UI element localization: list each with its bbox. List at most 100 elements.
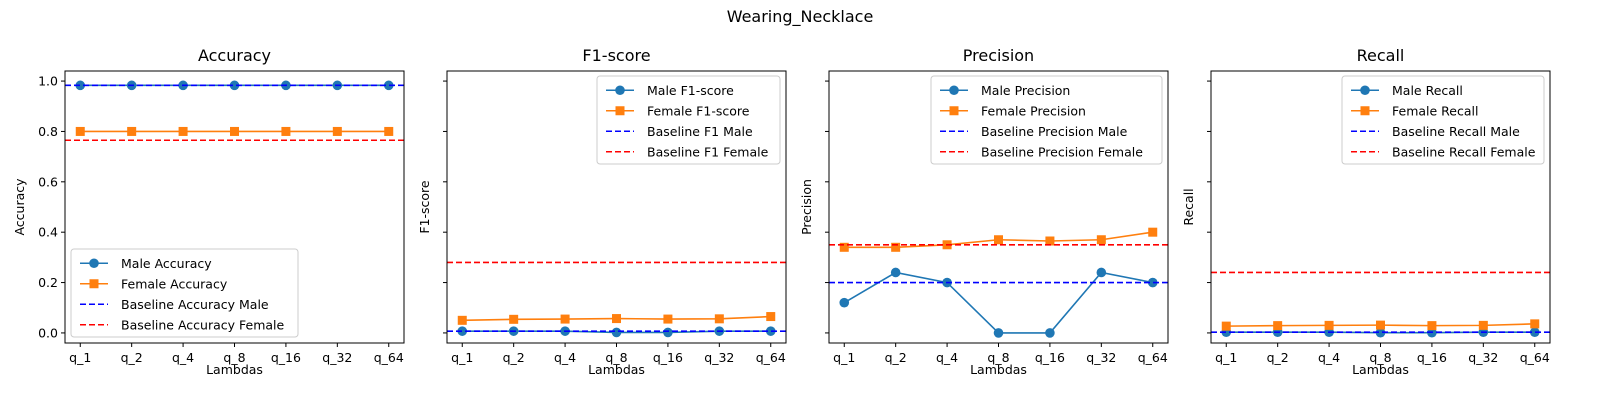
- data-point-female: [766, 312, 776, 322]
- x-axis-label: Lambdas: [206, 362, 263, 377]
- legend-box: [596, 75, 781, 165]
- legend-label: Male F1-score: [647, 83, 734, 98]
- x-tick-label: q_4: [172, 350, 194, 365]
- data-point-male: [1529, 327, 1540, 337]
- data-point-male: [611, 327, 622, 338]
- x-tick-label: q_2: [885, 350, 907, 365]
- data-point-male: [1096, 267, 1107, 278]
- data-point-female: [1530, 319, 1540, 329]
- x-tick-label: q_32: [704, 350, 734, 365]
- y-axis-label: Recall: [1181, 188, 1196, 225]
- legend-label: Female F1-score: [647, 103, 750, 118]
- x-tick-label: q_8: [605, 350, 627, 365]
- plot-area: [447, 261, 786, 338]
- x-tick-label: q_64: [1138, 350, 1168, 365]
- legend-box: [70, 248, 299, 338]
- legend-marker: [949, 106, 959, 116]
- data-point-female: [994, 235, 1003, 245]
- data-point-female: [560, 314, 570, 324]
- data-point-female: [1478, 320, 1488, 330]
- data-point-male: [890, 267, 901, 278]
- panel-title: F1-score: [582, 46, 650, 65]
- x-tick-label: q_4: [936, 350, 958, 365]
- x-tick-label: q_8: [1369, 350, 1391, 365]
- data-point-male: [1147, 277, 1158, 288]
- x-tick-label: q_4: [1318, 350, 1340, 365]
- axes-frame: [446, 70, 787, 344]
- data-point-female: [75, 126, 85, 136]
- data-point-female: [1096, 235, 1106, 245]
- plot-area: [65, 80, 404, 142]
- data-point-female: [178, 126, 188, 136]
- y-axis-label: F1-score: [417, 180, 432, 234]
- data-point-female: [230, 126, 239, 136]
- x-tick-label: q_1: [451, 350, 473, 365]
- x-tick-label: q_64: [374, 350, 404, 365]
- y-tick-label: 0.2: [38, 275, 58, 290]
- legend-marker: [89, 258, 99, 269]
- x-axis-label: Lambdas: [588, 362, 645, 377]
- legend-label: Baseline Accuracy Male: [121, 297, 269, 312]
- legend-label: Baseline Recall Female: [1392, 144, 1536, 159]
- panel-f1-score: F1-score q_1 q_2 q_4 q_8 q_16 q_32 q_64 Lambdas F…: [417, 46, 787, 377]
- data-point-male: [75, 80, 86, 91]
- data-point-female: [384, 126, 394, 136]
- legend: Male Precision Female Precision Baseline P…: [930, 75, 1163, 165]
- data-point-male: [765, 326, 776, 336]
- legend: Male Accuracy Female Accuracy Baseline Acc…: [70, 248, 299, 338]
- data-point-female: [1221, 321, 1231, 331]
- legend-label: Male Precision: [981, 83, 1070, 98]
- axes-frame: [1210, 70, 1551, 344]
- y-tick-label: 0.0: [38, 325, 58, 340]
- y-tick-label: 0.8: [38, 124, 58, 139]
- x-axis-label: Lambdas: [970, 362, 1027, 377]
- x-tick-label: q_16: [1035, 350, 1065, 365]
- data-point-male: [383, 80, 394, 91]
- legend-box: [930, 75, 1163, 165]
- x-tick-label: q_8: [223, 350, 245, 365]
- data-point-female: [1376, 320, 1385, 330]
- plot-area: [1211, 271, 1550, 338]
- axes-frame: [64, 70, 405, 344]
- x-tick-label: q_32: [1468, 350, 1498, 365]
- legend-marker: [615, 106, 625, 116]
- y-axis-label: Precision: [799, 179, 814, 235]
- axes-frame: [828, 70, 1169, 344]
- panel-title: Accuracy: [198, 46, 271, 65]
- data-point-female: [1148, 227, 1158, 237]
- x-tick-label: q_1: [69, 350, 91, 365]
- legend-label: Baseline F1 Male: [647, 124, 753, 139]
- data-point-female: [612, 314, 621, 324]
- legend-label: Baseline Accuracy Female: [121, 317, 285, 332]
- data-point-female: [714, 314, 724, 324]
- x-tick-label: q_16: [653, 350, 683, 365]
- x-tick-label: q_1: [1215, 350, 1237, 365]
- x-tick-label: q_8: [987, 350, 1009, 365]
- data-point-female: [839, 242, 849, 252]
- x-tick-label: q_16: [271, 350, 301, 365]
- legend: Male F1-score Female F1-score Baseline F1 …: [596, 75, 781, 165]
- x-tick-label: q_4: [554, 350, 576, 365]
- data-point-male: [839, 297, 850, 308]
- data-point-male: [229, 80, 240, 91]
- data-point-female: [1324, 320, 1334, 330]
- y-tick-label: 0.6: [38, 174, 58, 189]
- x-tick-label: q_2: [1267, 350, 1289, 365]
- data-point-male: [993, 328, 1004, 338]
- legend-label: Male Recall: [1392, 83, 1463, 98]
- legend-marker: [949, 85, 959, 96]
- legend-label: Baseline Recall Male: [1392, 124, 1520, 139]
- panel-recall: Recall q_1 q_2 q_4 q_8 q_16 q_32 q_64 Lambdas Rec…: [1181, 46, 1551, 377]
- x-tick-label: q_1: [833, 350, 855, 365]
- legend-label: Baseline Precision Male: [981, 124, 1128, 139]
- x-tick-label: q_64: [756, 350, 786, 365]
- data-point-female: [891, 242, 901, 252]
- data-point-male: [1375, 327, 1386, 338]
- data-point-female: [1273, 321, 1283, 331]
- data-point-female: [332, 126, 342, 136]
- legend-label: Female Precision: [981, 103, 1086, 118]
- data-point-male: [1045, 328, 1055, 338]
- legend-label: Male Accuracy: [121, 256, 212, 271]
- data-point-male: [457, 326, 468, 336]
